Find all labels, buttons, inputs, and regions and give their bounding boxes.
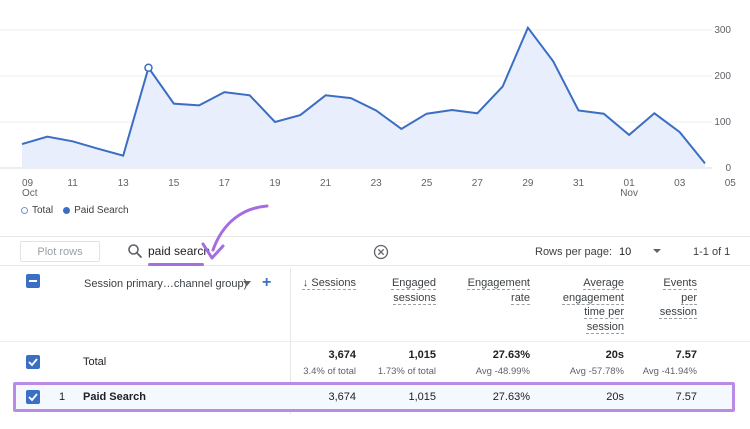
column-header-events[interactable]: Events per session [627, 276, 697, 360]
search-icon [128, 244, 142, 258]
column-header-line: session [586, 320, 624, 333]
total-subvalue: Avg -57.78% [569, 366, 624, 377]
total-subvalue: 1.73% of total [377, 366, 436, 377]
x-tick-label: 23 [371, 178, 383, 189]
column-header-avg[interactable]: Average engagement time per session [534, 276, 624, 360]
column-header-line: rate [511, 291, 530, 304]
column-header-engaged[interactable]: Engaged sessions [356, 276, 436, 360]
x-tick-label: 09 [22, 178, 34, 189]
x-tick-label: 21 [320, 178, 332, 189]
legend-item-total[interactable]: Total [21, 205, 53, 216]
chart-legend: Total Paid Search [21, 205, 129, 216]
total-subvalue: Avg -41.94% [642, 366, 697, 377]
x-tick-label: 29 [522, 178, 534, 189]
column-header-line: session [659, 306, 697, 318]
row-checkbox[interactable] [26, 390, 40, 404]
column-header-line: ↓ Sessions [302, 277, 356, 289]
row-value: 27.63% [492, 391, 530, 403]
x-tick-label: Oct [22, 188, 38, 199]
column-header-line: per [681, 291, 697, 304]
column-header-sessions[interactable]: ↓ Sessions [286, 276, 356, 360]
pagination-range: 1-1 of 1 [693, 246, 731, 258]
legend-label-total: Total [32, 205, 54, 216]
row-value: 1,015 [408, 391, 436, 403]
total-value: 7.57 [675, 349, 697, 361]
total-value: 3,674 [328, 349, 356, 361]
select-all-checkbox[interactable] [26, 274, 40, 288]
x-tick-label: 25 [421, 178, 433, 189]
header-divider [0, 341, 750, 342]
chevron-down-icon[interactable] [652, 247, 662, 255]
x-tick-label: 03 [674, 178, 686, 189]
total-subvalue: Avg -48.99% [475, 366, 530, 377]
total-value: 27.63% [492, 349, 530, 361]
plot-rows-button[interactable]: Plot rows [20, 241, 100, 262]
column-header-line: time per [584, 306, 624, 318]
search-input[interactable] [148, 242, 348, 260]
annotation-arrow-icon [201, 204, 269, 260]
row-value: 20s [606, 391, 624, 403]
total-row-label: Total [83, 356, 107, 368]
row-number: 1 [59, 391, 66, 403]
x-tick-label: 15 [168, 178, 180, 189]
table-toolbar: Plot rows Rows per page: 10 1-1 of 1 [0, 236, 750, 266]
x-tick-label: 11 [67, 178, 78, 189]
rows-per-page-select[interactable]: 10 [619, 246, 632, 258]
column-header-line: engagement [562, 291, 624, 304]
x-tick-label: 17 [219, 178, 231, 189]
highlighted-row-outline [13, 382, 735, 412]
legend-item-paid-search[interactable]: Paid Search [63, 205, 129, 216]
legend-dot-total-icon [21, 207, 28, 214]
row-channel-name[interactable]: Paid Search [83, 391, 146, 403]
y-tick-label: 200 [714, 71, 731, 82]
column-header-line: Average [583, 277, 624, 289]
x-tick-label: 05 [725, 178, 737, 189]
row-value: 3,674 [328, 391, 356, 403]
chevron-down-icon[interactable] [243, 281, 251, 287]
x-tick-label: 13 [118, 178, 130, 189]
clear-search-icon[interactable] [373, 244, 389, 260]
total-row-checkbox[interactable] [26, 355, 40, 369]
rows-per-page-label: Rows per page: [535, 246, 613, 258]
series-line-total [21, 25, 706, 165]
y-tick-label: 100 [714, 117, 731, 128]
chart-area-fill [22, 27, 705, 169]
column-header-rate[interactable]: Engagement rate [440, 276, 530, 360]
column-header-line: sessions [393, 291, 436, 304]
legend-label-paid-search: Paid Search [74, 205, 129, 216]
legend-dot-paid-search-icon [63, 207, 71, 214]
dimension-header[interactable]: Session primary…channel group) [84, 278, 248, 290]
x-tick-label: 27 [472, 178, 484, 189]
total-subvalue: 3.4% of total [303, 366, 356, 377]
search-highlight-underline [148, 263, 204, 266]
column-header-line: Engagement [467, 277, 530, 289]
column-header-line: Events [663, 277, 697, 289]
x-tick-label: Nov [620, 188, 638, 199]
y-tick-label: 0 [725, 163, 731, 174]
x-tick-label: 01 [624, 178, 636, 189]
add-dimension-button[interactable]: + [262, 274, 272, 291]
x-tick-label: 31 [573, 178, 585, 189]
column-header-line: Engaged [391, 277, 436, 289]
x-tick-label: 19 [269, 178, 281, 189]
y-tick-label: 300 [714, 25, 731, 36]
highlighted-data-point[interactable] [144, 63, 153, 72]
total-value: 1,015 [408, 349, 436, 361]
row-value: 7.57 [675, 391, 697, 403]
total-value: 20s [605, 349, 624, 361]
